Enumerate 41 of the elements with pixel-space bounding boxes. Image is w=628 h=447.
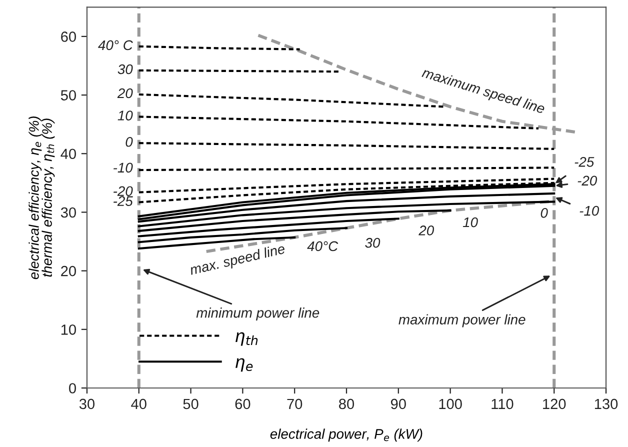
y-tick-label: 30 bbox=[60, 207, 76, 218]
x-tick-label: 50 bbox=[183, 398, 198, 410]
annotation: 0 bbox=[126, 136, 133, 147]
annotation: -10 bbox=[114, 162, 133, 173]
y-tick-label: 50 bbox=[60, 90, 76, 100]
annotation: -20 bbox=[578, 176, 598, 186]
x-tick-label: 130 bbox=[594, 398, 618, 410]
annotation: 10 bbox=[462, 217, 478, 228]
annotation: 10 bbox=[118, 110, 133, 120]
annotation: -25 bbox=[574, 156, 594, 167]
annotation: 0 bbox=[540, 208, 548, 218]
y-tick-label: 20 bbox=[61, 266, 76, 276]
x-tick-label: 110 bbox=[492, 398, 514, 410]
ref-line-label: maximum power line bbox=[398, 314, 526, 328]
legend-label: η$_{e}$ bbox=[236, 358, 253, 372]
x-tick-label: 90 bbox=[390, 398, 406, 410]
annotation: -25 bbox=[114, 196, 133, 206]
y-tick-label: 40 bbox=[60, 148, 76, 160]
y-tick-label: 10 bbox=[61, 324, 76, 335]
x-tick-label: 30 bbox=[79, 398, 95, 410]
x-tick-label: 60 bbox=[235, 398, 250, 410]
x-tick-label: 120 bbox=[543, 398, 566, 410]
text: electrical efficiency, η$_{e}$ (%) thermal efficiency, η$_{th}$ (%) bbox=[28, 116, 55, 280]
annotation: 20 bbox=[418, 226, 434, 236]
annotation: -20 bbox=[114, 186, 133, 196]
x-tick-label: 70 bbox=[287, 398, 302, 410]
annotation: 40°C bbox=[307, 241, 338, 252]
annotation: 40° C bbox=[98, 40, 133, 50]
x-tick-label: 100 bbox=[439, 398, 462, 410]
ref-line-label: minimum power line bbox=[196, 308, 320, 321]
annotation: 30 bbox=[118, 64, 133, 74]
y-tick-label: 0 bbox=[69, 383, 76, 394]
annotation: -10 bbox=[580, 206, 600, 216]
legend-label: η$_{th}$ bbox=[236, 332, 258, 346]
annotation: max. speed line bbox=[189, 243, 286, 278]
annotation: 30 bbox=[365, 238, 380, 248]
x-tick-label: 40 bbox=[131, 398, 146, 410]
y-tick-label: 60 bbox=[61, 32, 76, 42]
annotation: 20 bbox=[117, 88, 133, 98]
x-axis-title: electrical power, P$_{e}$ (kW) bbox=[270, 428, 422, 442]
x-tick-label: 80 bbox=[339, 398, 354, 410]
